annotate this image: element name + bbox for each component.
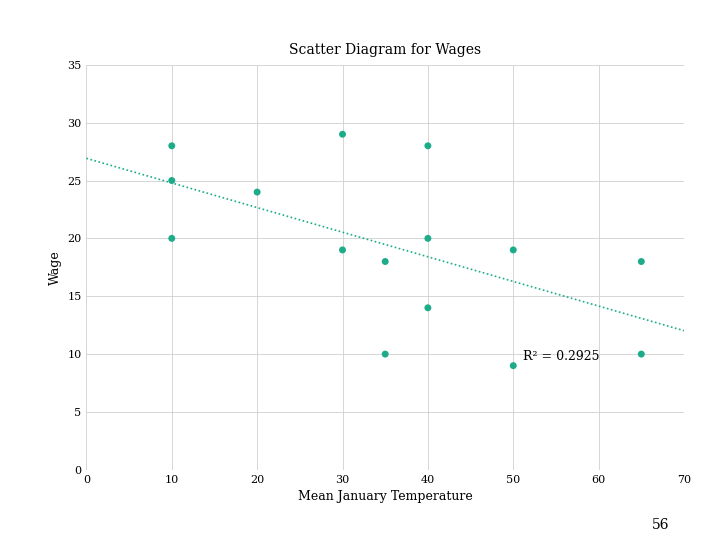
Point [337,246,348,254]
Point [251,188,263,197]
X-axis label: Mean January Temperature: Mean January Temperature [298,490,472,503]
Y-axis label: Wage: Wage [49,250,62,285]
Point [166,141,178,150]
Text: R² = 0.2925: R² = 0.2925 [523,350,599,363]
Text: 56: 56 [652,518,670,532]
Point [422,234,433,242]
Point [636,350,647,359]
Point [636,257,647,266]
Point [166,234,178,242]
Point [422,141,433,150]
Point [422,303,433,312]
Title: Scatter Diagram for Wages: Scatter Diagram for Wages [289,43,481,57]
Point [166,176,178,185]
Point [337,130,348,139]
Point [508,361,519,370]
Point [379,257,391,266]
Point [508,246,519,254]
Point [379,350,391,359]
